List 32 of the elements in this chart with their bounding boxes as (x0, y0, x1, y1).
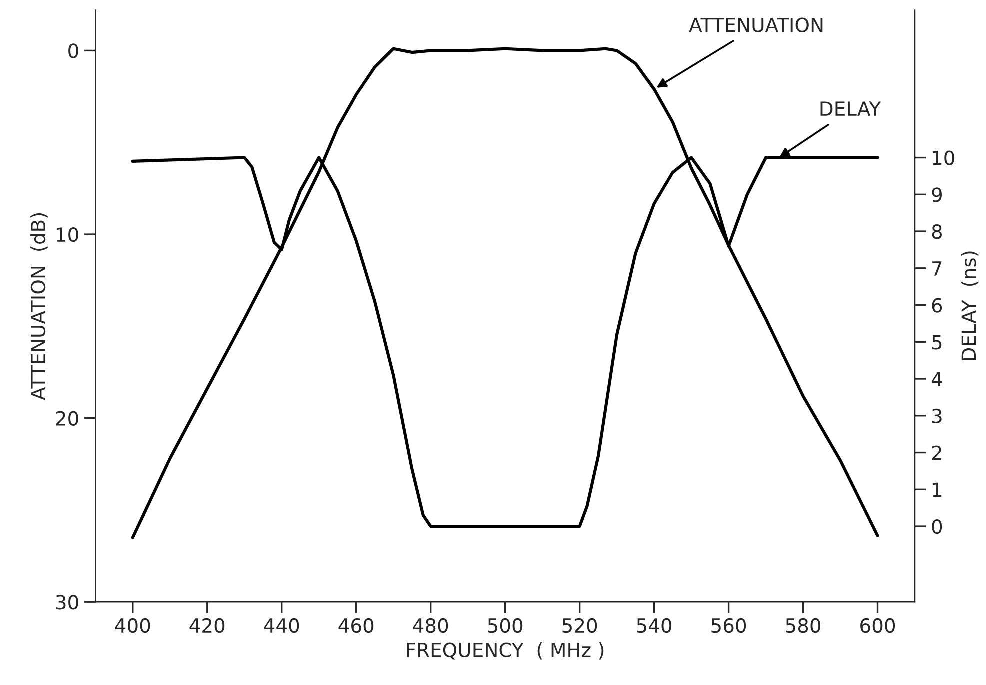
y2-tick-label: 4 (932, 372, 942, 386)
y2-tick-label: 1 (933, 482, 942, 498)
x-tick-label: 500 (488, 618, 523, 634)
y2-tick-label: 10 (933, 150, 954, 166)
x-tick-label: 480 (413, 618, 448, 634)
x-tick-label: 420 (190, 618, 225, 634)
x-tick-label: 600 (860, 618, 896, 634)
y-tick-label: 10 (57, 227, 78, 242)
x-axis-title: FREQUENCY ( MHz ) (407, 642, 604, 660)
y2-axis-title: DELAY (ns) (961, 252, 979, 360)
x-tick-label: 520 (562, 618, 598, 634)
x-tick-label: 540 (637, 618, 672, 634)
x-tick-label: 400 (115, 618, 150, 634)
y2-tick-label: 5 (932, 335, 942, 350)
y-tick-label: 0 (68, 44, 78, 58)
y-axis-title: ATTENUATION (dB) (30, 213, 48, 400)
y2-tick-label: 8 (932, 224, 942, 240)
annotation: ATTENUATION (689, 18, 823, 32)
line-series (131, 47, 880, 540)
y2-tick-label: 9 (932, 188, 942, 202)
x-tick-label: 560 (712, 618, 746, 634)
y2-tick-label: 7 (932, 262, 942, 276)
x-tick-label: 440 (264, 618, 300, 634)
y2-tick-label: 3 (932, 408, 942, 424)
x-tick-label: 460 (338, 618, 374, 634)
y2-tick-label: 2 (932, 446, 942, 460)
y-tick-label: 30 (56, 595, 78, 610)
y2-tick-label: 6 (932, 298, 942, 313)
x-tick-label: 580 (786, 618, 821, 634)
y2-tick-label: 0 (932, 519, 942, 534)
annotation: DELAY (820, 102, 882, 116)
y-tick-label: 20 (56, 411, 78, 426)
